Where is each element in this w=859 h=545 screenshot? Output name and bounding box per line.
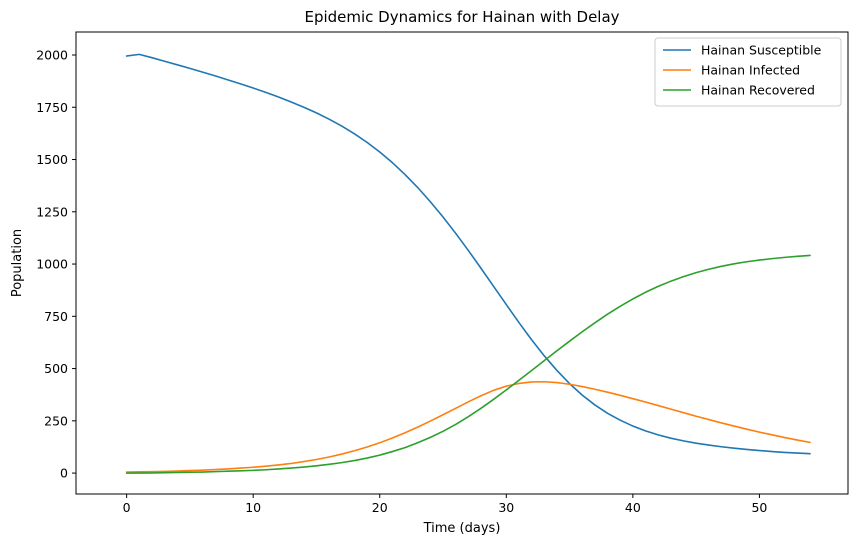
x-tick-label: 30 (498, 500, 514, 515)
y-tick-label: 750 (44, 309, 68, 324)
x-axis-label: Time (days) (423, 521, 501, 536)
y-tick-label: 1250 (36, 204, 68, 219)
y-tick-label: 500 (44, 361, 68, 376)
legend-entry: Hainan Recovered (701, 83, 815, 98)
series-line-hainan-recovered (125, 254, 811, 474)
legend-entry: Hainan Susceptible (701, 43, 822, 58)
x-tick-label: 50 (751, 500, 767, 515)
series-line-hainan-susceptible (125, 53, 811, 455)
plot-area (125, 53, 811, 474)
series-line-hainan-infected (125, 380, 811, 473)
y-tick-label: 0 (60, 466, 68, 481)
y-tick-label: 1000 (36, 257, 68, 272)
y-tick-label: 2000 (36, 47, 68, 62)
x-tick-label: 0 (123, 500, 131, 515)
legend-box (654, 37, 842, 107)
x-axis: 0 10 20 30 40 50 (123, 494, 767, 515)
x-tick-label: 40 (625, 500, 641, 515)
x-tick-label: 20 (372, 500, 388, 515)
chart-title: Epidemic Dynamics for Hainan with Delay (304, 8, 619, 26)
y-tick-label: 250 (44, 413, 68, 428)
legend: Hainan Susceptible Hainan Infected Hainan … (654, 37, 842, 107)
y-tick-label: 1750 (36, 100, 68, 115)
y-tick-label: 1500 (36, 152, 68, 167)
y-axis: 0 250 500 750 1000 1250 1500 1750 2000 (36, 47, 76, 481)
legend-entry: Hainan Infected (701, 63, 800, 78)
plot-frame (75, 31, 849, 495)
x-tick-label: 10 (245, 500, 261, 515)
y-axis-label: Population (10, 229, 25, 297)
